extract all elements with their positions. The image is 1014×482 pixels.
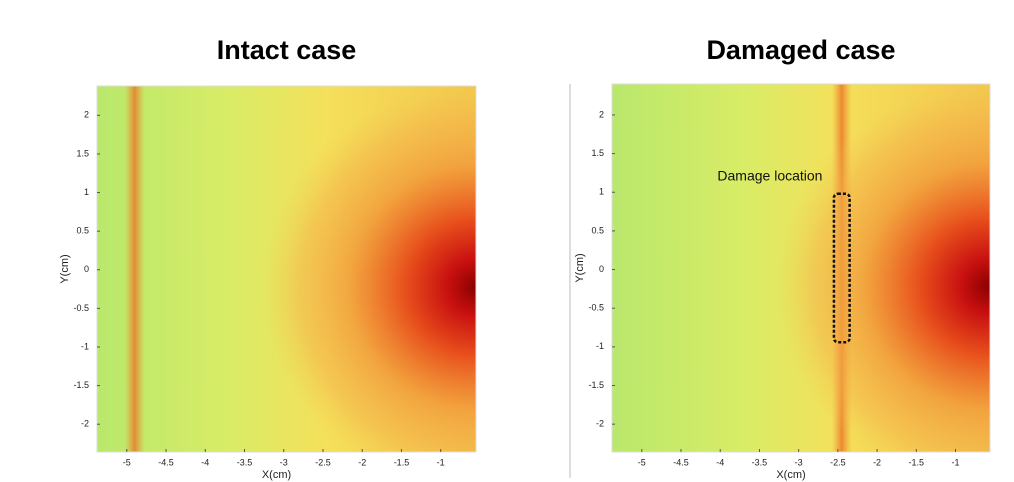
annotation-label: Damage location [717, 167, 822, 183]
y-tick-label: 0.5 [76, 226, 89, 236]
y-tick-label: -0.5 [73, 303, 89, 313]
x-axis-label: X(cm) [776, 469, 805, 481]
y-tick-label: 2 [599, 109, 604, 119]
y-tick-label: 1.5 [76, 148, 89, 158]
y-tick-label: -1.5 [73, 380, 89, 390]
x-tick-label: -3 [280, 457, 288, 467]
y-axis-label: Y(cm) [59, 254, 71, 283]
x-tick-label: -1 [437, 457, 445, 467]
y-tick-label: -1.5 [588, 380, 604, 390]
x-tick-label: -3.5 [752, 457, 768, 467]
plot-frame [96, 85, 477, 453]
heatmap-hotspot [97, 86, 476, 452]
x-tick-label: -3 [795, 457, 803, 467]
y-tick-label: -1 [81, 341, 89, 351]
x-tick-label: -4 [201, 457, 209, 467]
x-tick-label: -2.5 [315, 457, 331, 467]
x-tick-label: -5 [638, 457, 646, 467]
y-tick-label: -0.5 [588, 303, 604, 313]
y-tick-label: 0.5 [591, 225, 604, 235]
plot-frame [611, 83, 991, 453]
y-tick-label: 1 [599, 187, 604, 197]
y-tick-label: -2 [596, 419, 604, 429]
y-tick-label: -2 [81, 419, 89, 429]
chart-title: Damaged case [706, 35, 895, 65]
y-tick-label: 1 [84, 187, 89, 197]
chart-title: Intact case [217, 35, 357, 65]
x-tick-label: -1.5 [909, 457, 925, 467]
x-tick-label: -3.5 [237, 457, 253, 467]
y-tick-label: 0 [84, 264, 89, 274]
x-tick-label: -2 [873, 457, 881, 467]
x-axis-label: X(cm) [262, 469, 291, 481]
y-axis-label: Y(cm) [574, 253, 586, 282]
x-tick-label: -5 [123, 457, 131, 467]
x-tick-label: -1.5 [394, 457, 410, 467]
y-tick-label: 0 [599, 264, 604, 274]
x-tick-label: -2.5 [830, 457, 846, 467]
x-tick-label: -4.5 [158, 457, 174, 467]
y-tick-label: 1.5 [591, 148, 604, 158]
x-tick-label: -2 [358, 457, 366, 467]
x-tick-label: -4 [716, 457, 724, 467]
y-tick-label: 2 [84, 110, 89, 120]
x-tick-label: -1 [951, 457, 959, 467]
heatmap-hotspot [612, 84, 990, 452]
y-tick-label: -1 [596, 341, 604, 351]
x-tick-label: -4.5 [673, 457, 689, 467]
